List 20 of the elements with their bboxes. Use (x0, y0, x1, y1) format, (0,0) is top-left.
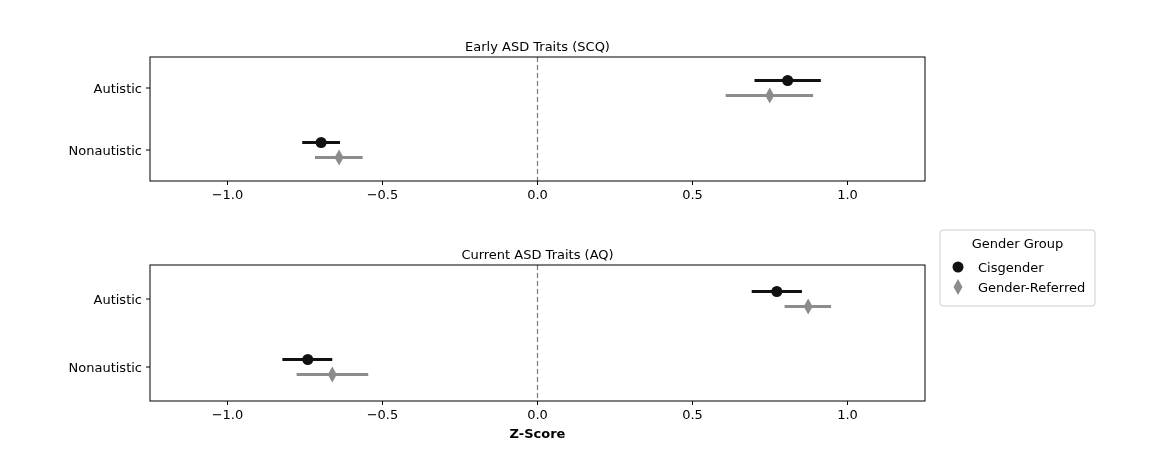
x-tick-label: 1.0 (837, 407, 858, 422)
x-tick-label: −0.5 (366, 187, 399, 202)
legend-label: Gender-Referred (978, 280, 1086, 295)
x-tick-label: 0.5 (682, 407, 703, 422)
y-tick-label: Nonautistic (68, 142, 142, 158)
legend-label: Cisgender (978, 260, 1045, 275)
x-tick-label: −1.0 (211, 407, 244, 422)
x-tick-label: 1.0 (837, 187, 858, 202)
x-tick-label: 0.0 (527, 187, 548, 202)
x-tick-label: 0.0 (527, 407, 548, 422)
x-tick-label: −1.0 (211, 187, 244, 202)
y-tick-label: Autistic (93, 80, 142, 96)
chart-title: Current ASD Traits (AQ) (461, 247, 614, 262)
chart-title: Early ASD Traits (SCQ) (465, 39, 610, 54)
x-axis-title: Z-Score (509, 426, 566, 441)
x-tick-label: 0.5 (682, 187, 703, 202)
x-tick-label: −0.5 (366, 407, 399, 422)
legend-title: Gender Group (971, 236, 1064, 251)
y-tick-label: Nonautistic (68, 359, 142, 375)
y-tick-label: Autistic (93, 291, 142, 307)
